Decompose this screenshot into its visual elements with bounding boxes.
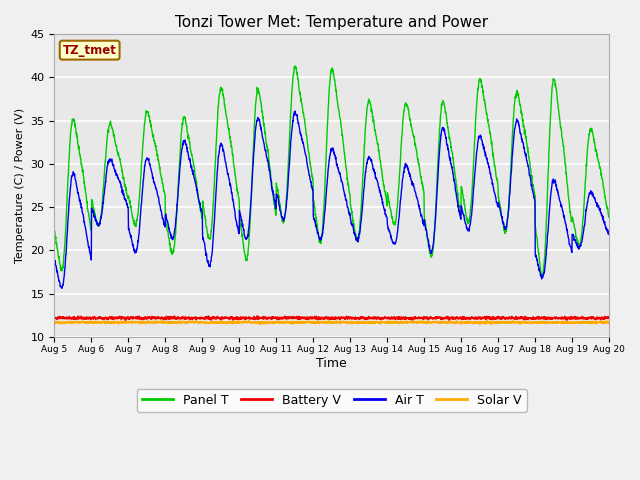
Air T <box>51 258 58 264</box>
Line: Battery V: Battery V <box>54 316 609 320</box>
Air T <box>58 286 66 291</box>
Panel T <box>538 273 546 279</box>
Panel T <box>321 196 328 202</box>
Solar V <box>488 319 495 324</box>
Solar V <box>256 322 264 327</box>
Panel T <box>488 141 495 147</box>
Air T <box>321 210 328 216</box>
Air T <box>488 176 495 182</box>
Solar V <box>483 318 490 324</box>
Panel T <box>79 168 86 173</box>
Title: Tonzi Tower Met: Temperature and Power: Tonzi Tower Met: Temperature and Power <box>175 15 488 30</box>
Battery V <box>79 314 86 320</box>
Legend: Panel T, Battery V, Air T, Solar V: Panel T, Battery V, Air T, Solar V <box>136 389 527 412</box>
X-axis label: Time: Time <box>316 357 347 370</box>
Panel T <box>589 133 597 139</box>
Panel T <box>605 214 613 219</box>
Battery V <box>321 315 328 321</box>
Solar V <box>79 319 86 324</box>
Battery V <box>589 315 597 321</box>
Solar V <box>306 319 314 325</box>
Y-axis label: Temperature (C) / Power (V): Temperature (C) / Power (V) <box>15 108 25 263</box>
Air T <box>605 231 613 237</box>
Battery V <box>122 317 129 323</box>
Battery V <box>306 314 314 320</box>
Line: Solar V: Solar V <box>54 321 609 324</box>
Battery V <box>589 314 597 320</box>
Solar V <box>321 320 328 325</box>
Battery V <box>51 315 58 321</box>
Air T <box>79 212 87 217</box>
Solar V <box>589 320 597 325</box>
Solar V <box>51 319 58 325</box>
Panel T <box>306 156 314 162</box>
Battery V <box>605 315 613 321</box>
Air T <box>589 193 597 199</box>
Panel T <box>291 63 299 69</box>
Panel T <box>51 229 58 235</box>
Air T <box>589 194 597 200</box>
Solar V <box>605 319 613 324</box>
Text: TZ_tmet: TZ_tmet <box>63 44 116 57</box>
Battery V <box>253 313 261 319</box>
Solar V <box>589 321 597 326</box>
Line: Air T: Air T <box>54 111 609 288</box>
Battery V <box>488 315 495 321</box>
Air T <box>306 176 314 182</box>
Air T <box>291 108 299 114</box>
Panel T <box>589 134 597 140</box>
Line: Panel T: Panel T <box>54 66 609 276</box>
